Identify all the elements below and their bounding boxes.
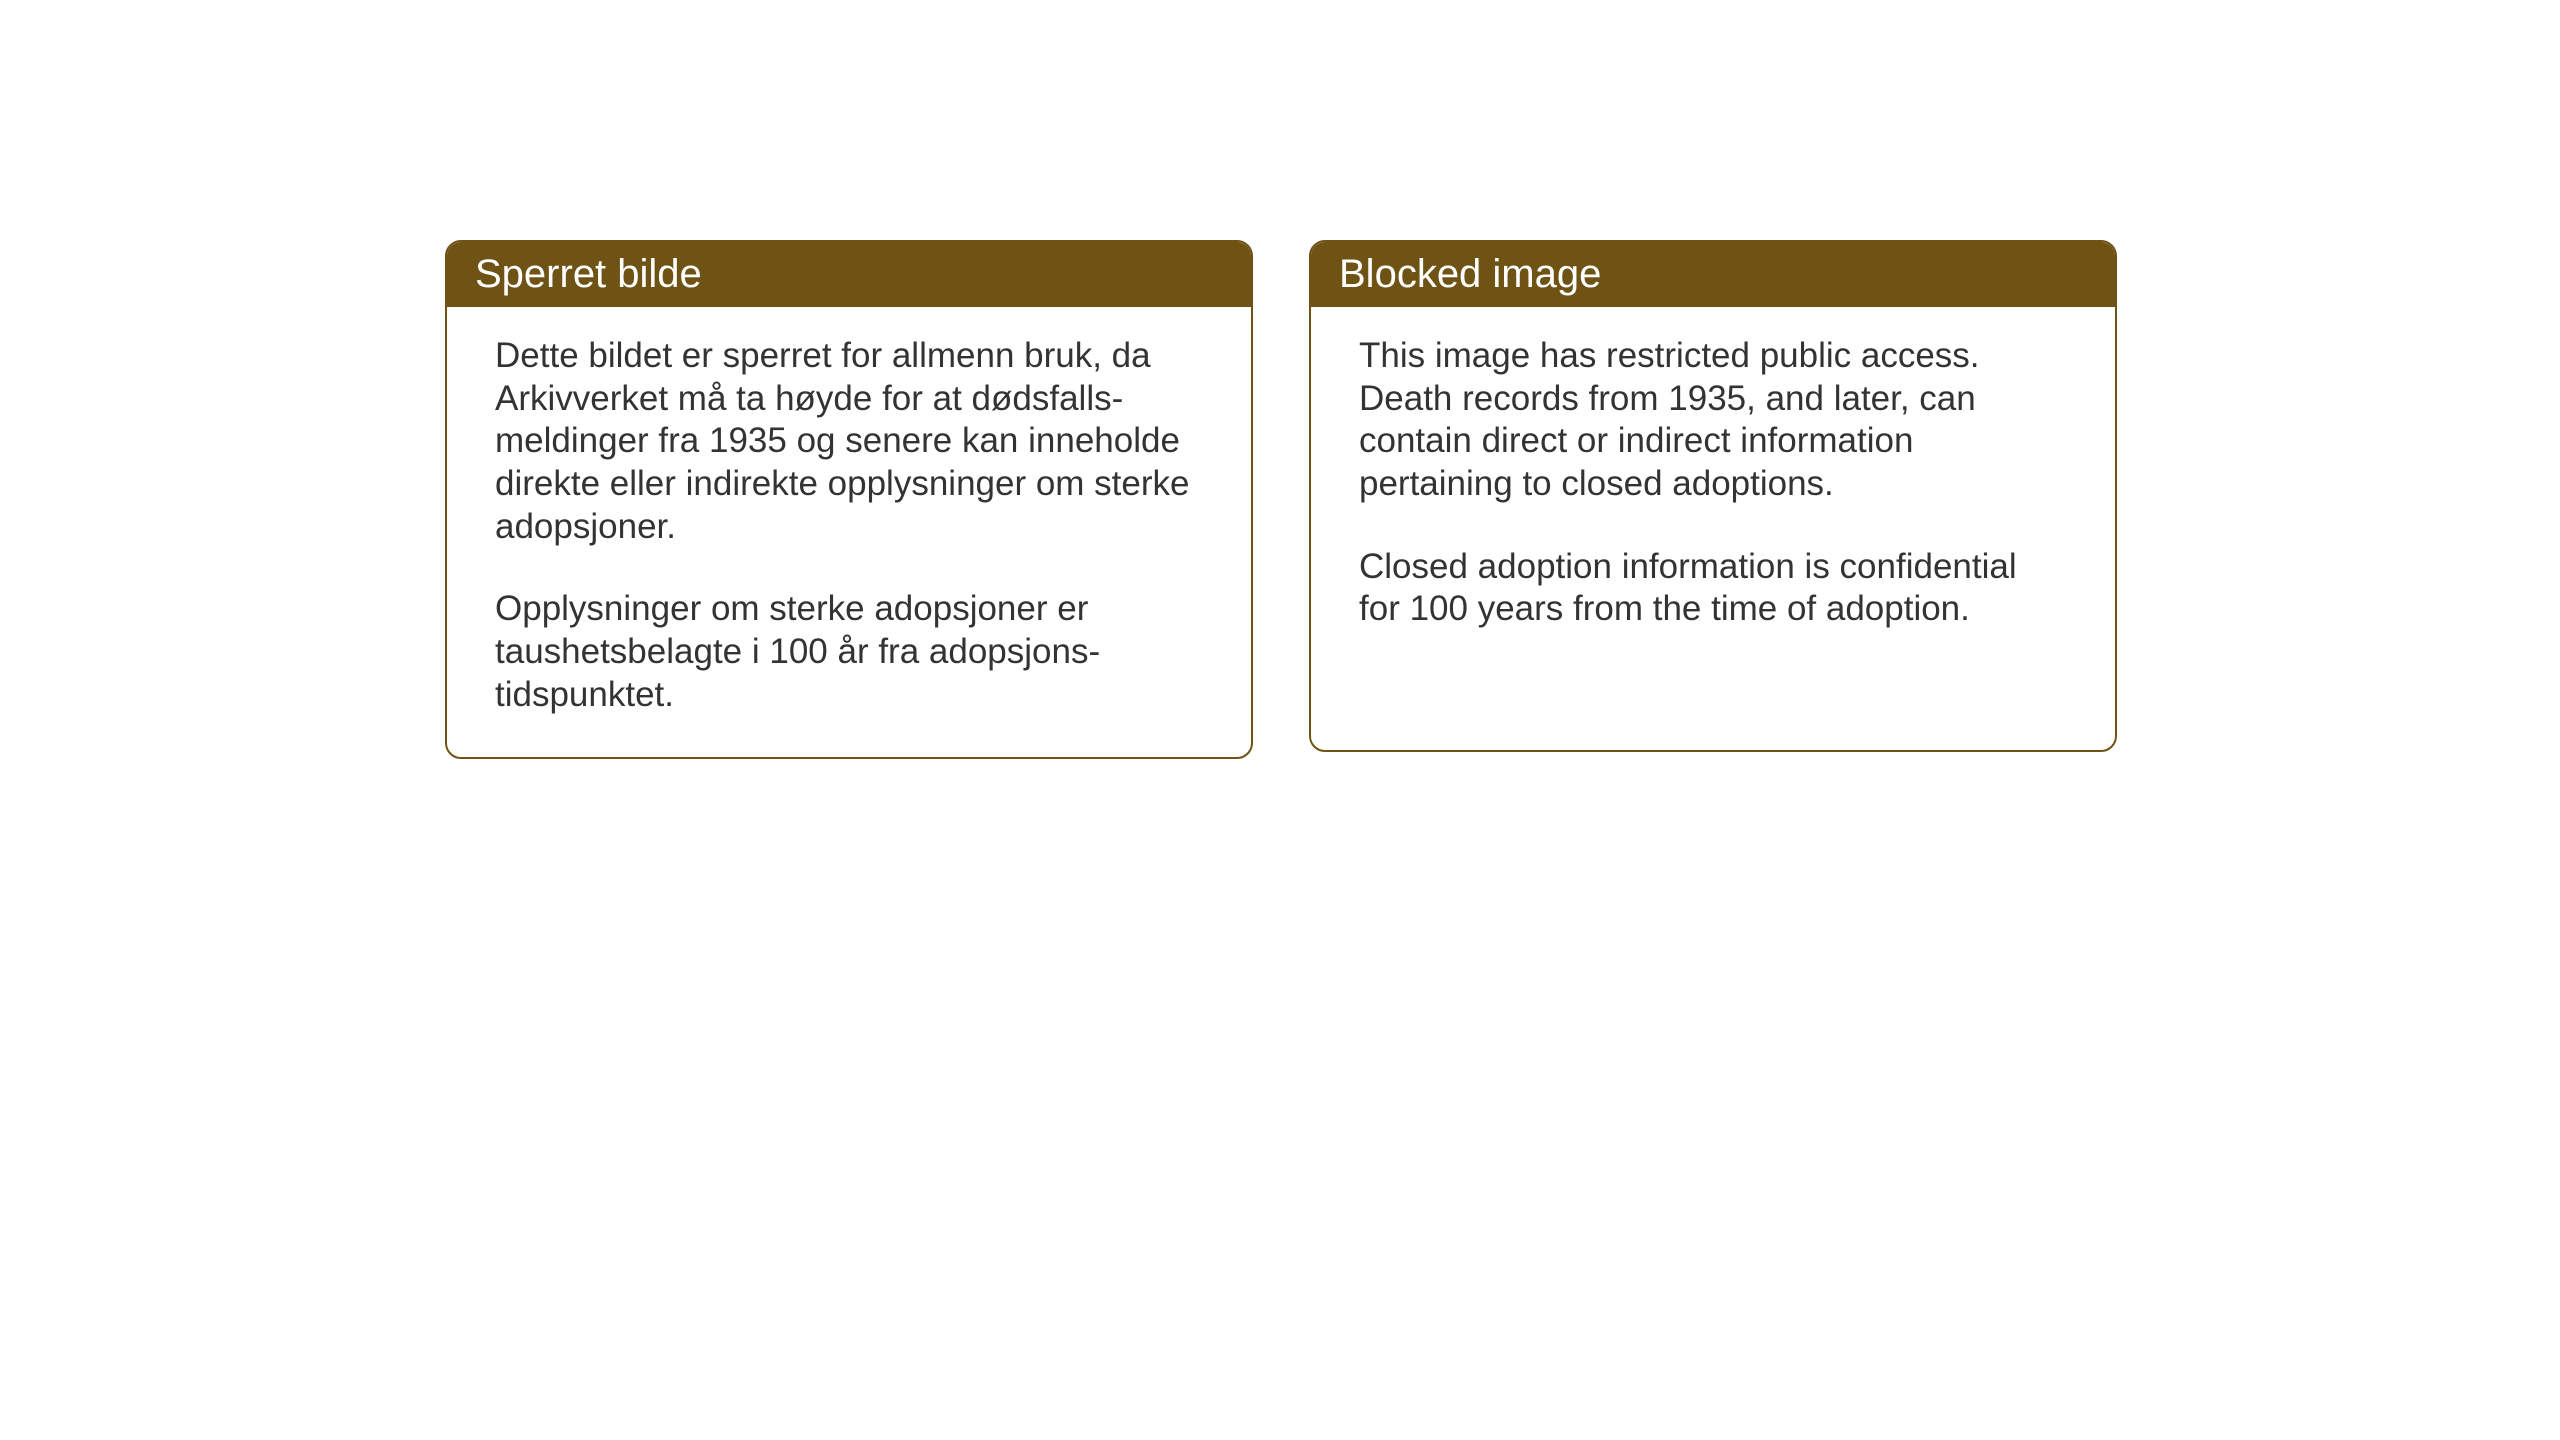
card-english-header: Blocked image	[1311, 242, 2115, 307]
card-norwegian-paragraph-1: Dette bildet er sperret for allmenn bruk…	[495, 335, 1203, 548]
card-english-paragraph-2: Closed adoption information is confident…	[1359, 546, 2067, 631]
card-english-title: Blocked image	[1339, 252, 1601, 296]
card-norwegian: Sperret bilde Dette bildet er sperret fo…	[445, 240, 1253, 759]
card-norwegian-paragraph-2: Opplysninger om sterke adopsjoner er tau…	[495, 588, 1203, 716]
cards-container: Sperret bilde Dette bildet er sperret fo…	[445, 240, 2117, 759]
card-norwegian-header: Sperret bilde	[447, 242, 1251, 307]
card-norwegian-body: Dette bildet er sperret for allmenn bruk…	[447, 307, 1251, 757]
card-english-body: This image has restricted public access.…	[1311, 307, 2115, 671]
card-norwegian-title: Sperret bilde	[475, 252, 702, 296]
card-english: Blocked image This image has restricted …	[1309, 240, 2117, 752]
card-english-paragraph-1: This image has restricted public access.…	[1359, 335, 2067, 506]
